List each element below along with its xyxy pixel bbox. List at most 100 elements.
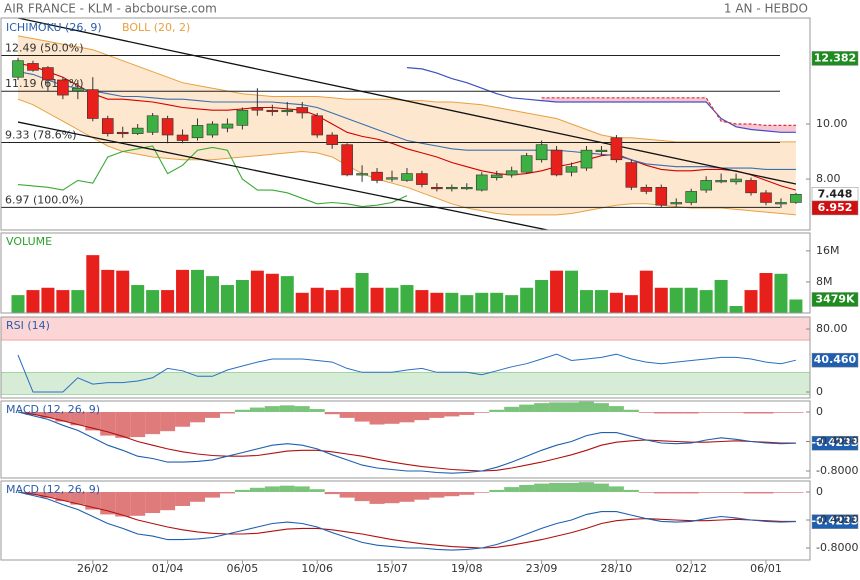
- volume-bar: [370, 287, 384, 313]
- macd-histogram: [578, 482, 594, 492]
- macd-histogram: [234, 489, 250, 492]
- y-tick-label: 8M: [816, 275, 833, 288]
- zone: [0, 371, 811, 395]
- macd-histogram: [384, 491, 400, 504]
- volume-bar: [400, 285, 414, 313]
- panel-frame: [0, 232, 811, 314]
- y-tick-label: -0.4000: [816, 513, 858, 526]
- macd-histogram: [85, 491, 101, 510]
- volume-bar: [445, 292, 459, 313]
- panel-frame: [0, 316, 811, 399]
- current-rsi-box: [811, 352, 859, 368]
- candle-body: [311, 115, 324, 136]
- macd-histogram: [564, 402, 580, 412]
- macd-histogram: [474, 411, 490, 413]
- volume-bar: [535, 279, 549, 313]
- y-tick-label: -0.8000: [816, 541, 858, 554]
- trendline: [17, 17, 797, 185]
- macd-histogram: [100, 411, 116, 436]
- macd-histogram: [115, 411, 131, 438]
- volume-bar: [639, 270, 653, 313]
- macd-histogram: [384, 411, 400, 424]
- candle-body: [625, 162, 638, 188]
- price-label: 6.952: [818, 201, 853, 214]
- current-macd: -0.4233: [811, 436, 858, 449]
- level-label: 6.97 (100.0%): [5, 193, 84, 206]
- volume-bar: [295, 292, 309, 313]
- candle-body: [251, 107, 264, 111]
- volume-bar: [594, 290, 608, 313]
- macd-histogram: [728, 491, 744, 493]
- volume-bar: [520, 287, 534, 313]
- macd-histogram: [534, 403, 550, 412]
- candle-body: [475, 174, 488, 191]
- candle-body: [505, 170, 518, 176]
- x-tick-label: 15/07: [376, 562, 408, 575]
- ichimoku-cloud: [541, 97, 796, 133]
- macd-line: [17, 411, 796, 474]
- macd-histogram: [608, 486, 624, 492]
- indicator-line: [17, 62, 797, 191]
- x-tick-label: 06/01: [750, 562, 782, 575]
- macd-histogram: [623, 409, 639, 412]
- macd-histogram: [758, 411, 774, 414]
- macd-histogram: [264, 406, 280, 412]
- candle-body: [281, 109, 294, 113]
- macd-histogram: [354, 411, 370, 422]
- level-label: 9.33 (78.6%): [5, 128, 77, 141]
- volume-bar: [565, 270, 579, 313]
- panel-title: RSI (14): [6, 319, 50, 332]
- volume-bar: [131, 285, 145, 313]
- macd-histogram: [683, 411, 699, 414]
- volume-bar: [71, 290, 85, 313]
- volume-bar: [101, 269, 115, 313]
- candle-body: [206, 123, 219, 136]
- macd-histogram: [234, 409, 250, 412]
- macd-histogram: [40, 411, 56, 418]
- candle-body: [296, 107, 309, 114]
- indicator-line: [17, 145, 408, 208]
- macd-histogram: [713, 491, 729, 493]
- candle-body: [655, 187, 668, 206]
- volume-bar: [191, 269, 205, 313]
- macd-histogram: [489, 489, 505, 492]
- macd-histogram: [623, 489, 639, 492]
- y-tick-label: 16M: [816, 244, 840, 257]
- candle-body: [550, 149, 563, 176]
- legend-entry: BOLL (20, 2): [122, 21, 190, 34]
- x-tick-label: 26/02: [77, 562, 109, 575]
- price-label: 12.382: [814, 51, 856, 64]
- macd-histogram: [504, 406, 520, 412]
- candle-body: [326, 134, 338, 145]
- macd-histogram: [399, 411, 415, 423]
- volume-bar: [176, 269, 190, 313]
- candle-body: [416, 173, 428, 185]
- macd-histogram: [653, 411, 669, 414]
- x-tick-label: 23/09: [526, 562, 558, 575]
- volume-bar: [460, 295, 474, 313]
- macd-histogram: [279, 405, 295, 412]
- current-volume-box: [811, 292, 859, 307]
- volume-bar: [729, 306, 743, 313]
- macd-histogram: [713, 411, 729, 413]
- volume-bar: [235, 279, 249, 313]
- macd-histogram: [25, 411, 41, 415]
- macd-histogram: [743, 411, 759, 414]
- macd-histogram: [294, 486, 310, 492]
- y-tick-label: 0: [816, 385, 823, 398]
- price-label: 7.448: [818, 187, 853, 200]
- level-label: 12.49 (50.0%): [5, 41, 84, 54]
- macd-histogram: [578, 401, 594, 412]
- macd-histogram: [474, 491, 490, 493]
- volume-bar: [116, 270, 130, 313]
- candle-body: [356, 173, 368, 176]
- y-tick-label: 0: [816, 485, 823, 498]
- x-tick-label: 10/06: [301, 562, 333, 575]
- candle-body: [236, 109, 249, 126]
- candle-body: [775, 202, 787, 205]
- macd-histogram: [638, 411, 654, 413]
- macd-line: [17, 491, 796, 551]
- current-volume: 3479K: [815, 292, 855, 305]
- candle-body: [640, 187, 653, 192]
- volume-bar: [26, 290, 40, 313]
